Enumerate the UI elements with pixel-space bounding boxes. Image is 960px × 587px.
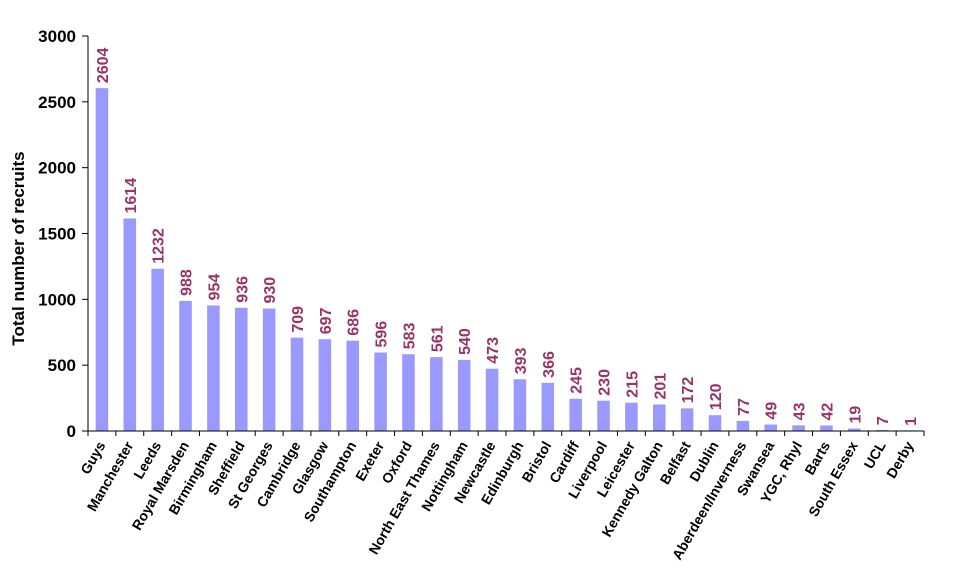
bar [95,88,109,431]
y-tick-label: 2500 [38,93,76,112]
y-tick-label: 3000 [38,27,76,46]
bar [151,268,164,431]
data-label: 49 [764,402,781,420]
y-tick-label: 0 [67,422,76,441]
bar [764,424,778,431]
y-axis: 0 500 1000 1500 2000 2500 3000 [38,27,89,441]
bar [625,402,638,431]
bar [680,408,694,431]
data-label: 230 [597,369,614,396]
data-label: 7 [875,416,892,425]
y-tick-label: 500 [48,356,76,375]
bar [402,354,415,431]
bar [513,379,527,431]
data-label: 172 [680,377,697,404]
data-label: 1614 [123,178,140,214]
bar [123,218,137,431]
data-label: 393 [513,347,530,374]
y-tick-label: 1500 [38,225,76,244]
bar [374,352,387,431]
bar [708,415,722,431]
data-label: 686 [346,309,363,336]
bar [848,428,861,431]
data-label: 936 [234,276,251,303]
bar [179,300,192,431]
bar [290,337,304,431]
bar [262,308,276,431]
data-label: 245 [569,367,586,394]
bar [430,357,443,431]
data-label: 930 [262,277,279,304]
bar [207,305,220,431]
y-tick-label: 1000 [38,290,76,309]
bar [485,368,499,431]
x-tick-label: UCL [861,438,889,471]
data-label: 540 [457,328,474,355]
data-label: 1 [903,417,920,426]
bar [820,425,833,431]
data-label: 201 [652,373,669,400]
y-axis-title: Total number of recruits [9,151,28,345]
data-label: 988 [179,269,196,296]
bar [652,404,666,431]
bar [541,382,555,431]
data-label: 954 [206,274,223,301]
bar [346,340,360,431]
data-label: 1232 [151,228,168,264]
data-label: 709 [290,306,307,333]
data-label: 120 [708,383,725,410]
data-label: 561 [429,325,446,352]
data-label: 77 [736,398,753,416]
bar [457,359,471,431]
data-label: 366 [541,351,558,378]
bar [792,425,805,431]
y-tick-label: 2000 [38,159,76,178]
bar [318,339,332,431]
data-label: 697 [318,307,335,334]
bar [736,420,750,431]
data-label: 19 [847,406,864,424]
data-labels: 2604 1614 1232 988 954 936 930 709 697 686 596 583 5… [95,47,920,425]
bar [234,307,248,431]
bars [95,88,917,431]
data-label: 596 [374,321,391,348]
bar [569,398,582,431]
data-label: 215 [624,371,641,398]
data-label: 2604 [95,47,112,83]
data-label: 42 [819,403,836,421]
data-label: 583 [401,322,418,349]
bar [597,400,610,431]
x-tick-label: Derby [883,438,917,481]
data-label: 43 [792,402,809,420]
data-label: 473 [485,337,502,364]
